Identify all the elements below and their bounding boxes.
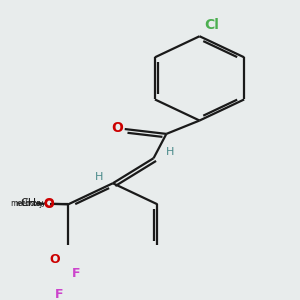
Text: O: O <box>111 121 123 135</box>
Text: CH₃: CH₃ <box>21 198 41 208</box>
Text: H: H <box>95 172 104 182</box>
Text: F: F <box>72 267 81 280</box>
Text: F: F <box>55 288 63 300</box>
Text: O: O <box>50 253 60 266</box>
Text: H: H <box>166 147 174 157</box>
Text: Cl: Cl <box>204 18 219 32</box>
Text: methoxy: methoxy <box>10 199 43 208</box>
Text: O: O <box>43 198 54 211</box>
Text: O: O <box>44 197 54 210</box>
Text: methoxy: methoxy <box>16 201 46 207</box>
